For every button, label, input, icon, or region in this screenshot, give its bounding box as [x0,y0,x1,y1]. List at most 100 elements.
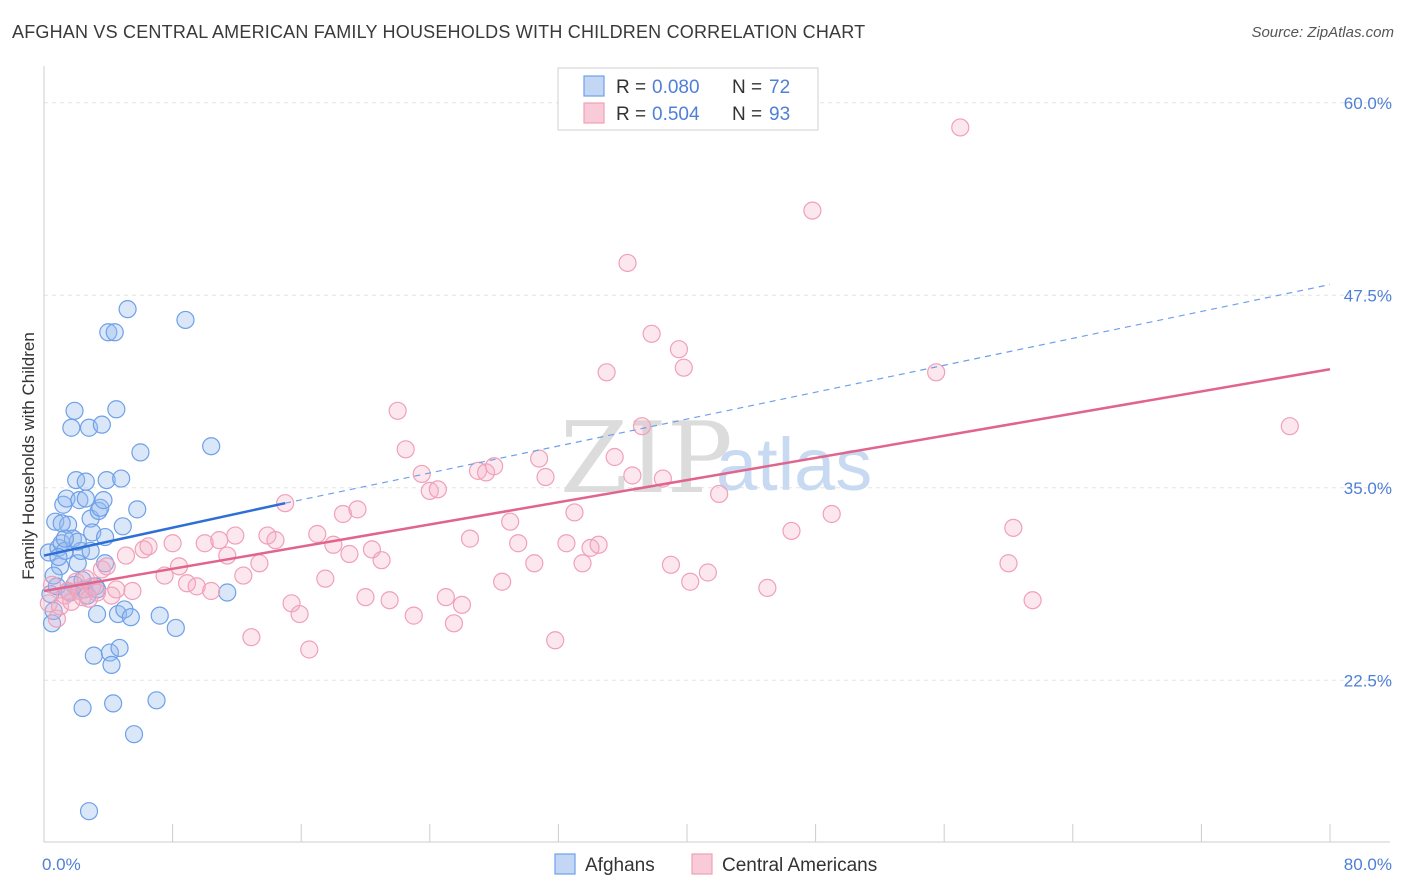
afghans-point-54 [79,802,99,821]
afghans-point-66 [55,529,74,548]
afghans-point-56 [150,606,169,625]
central-americans-point-63 [485,457,504,476]
central-americans-point-54 [412,464,431,484]
central-americans-point-91 [803,201,822,220]
afghans-point-68 [44,566,63,585]
afghans-point-31 [89,501,108,520]
central-americans-point-25 [177,574,197,593]
central-americans-point-84 [669,340,689,359]
central-americans-point-94 [951,118,970,137]
central-americans-point-79 [623,466,642,485]
central-americans-point-3 [50,597,70,616]
central-americans-point-83 [661,555,681,574]
central-americans-point-26 [187,577,206,596]
afghans-point-41 [105,323,124,342]
central-americans-point-28 [202,581,221,601]
central-americans-point-95 [999,554,1018,573]
central-americans-point-27 [195,534,214,553]
central-americans-point-64 [493,572,512,591]
central-americans-point-15 [97,557,116,576]
central-americans-point-71 [557,534,576,553]
central-americans-point-90 [782,521,801,541]
afghans-point-44 [110,638,129,658]
central-americans-point-53 [404,606,423,625]
legend-n-label-0: N = [732,77,762,98]
legend-r-value-1: 0.504 [652,104,700,125]
central-americans-point-52 [396,440,415,459]
y-tick-labels: 22.5% 35.0% 47.5% 60.0% [1344,94,1392,690]
central-americans-point-76 [597,363,616,382]
y-tick-label-0: 22.5% [1344,671,1392,690]
central-americans-point-72 [565,503,584,522]
x-tick-label-max: 80.0% [1344,855,1392,874]
central-americans-point-0 [39,594,58,613]
central-americans-point-69 [536,467,555,487]
central-americans-point-45 [340,544,359,564]
central-americans-point-18 [116,546,136,565]
x-tick-label-min: 0.0% [42,855,81,874]
afghans-point-48 [118,300,137,319]
legend-n-value-0: 72 [769,77,790,98]
central-americans-point-65 [501,512,520,531]
afghans-trend-extension [285,283,1331,504]
central-americans-point-66 [509,534,528,553]
afghans-point-40 [104,694,123,713]
central-americans-point-41 [308,524,327,544]
central-americans-point-87 [698,563,717,582]
central-americans-point-78 [618,253,637,273]
central-americans-point-46 [348,500,367,519]
afghans-point-30 [87,604,107,624]
chart-title: AFGHAN VS CENTRAL AMERICAN FAMILY HOUSEH… [12,22,866,42]
y-tick-label-2: 47.5% [1344,286,1392,305]
legend-n-value-1: 93 [769,104,790,125]
central-americans-point-21 [139,537,158,556]
central-americans-point-32 [234,566,253,585]
y-axis-label: Family Households with Children [19,332,38,580]
central-americans-point-39 [290,604,309,624]
central-americans-point-34 [250,554,269,573]
legend-n-label-1: N = [732,104,762,125]
central-americans-trend-line [43,367,1331,593]
legend-r-label-1: R = [616,104,646,125]
central-americans-point-80 [632,417,652,436]
afghans-point-53 [73,698,92,718]
bottom-legend-central-americans: Central Americans [722,855,877,876]
central-americans-point-86 [681,572,700,591]
afghans-point-70 [52,514,71,533]
afghans-point-36 [97,471,116,490]
central-americans-point-92 [822,504,841,524]
afghans-point-67 [76,489,95,508]
afghans-point-12 [59,515,78,534]
central-americans-point-42 [316,569,335,588]
afghans-point-34 [94,491,113,510]
series-central-americans [39,118,1299,659]
central-americans-point-23 [163,534,182,553]
afghans-point-52 [131,443,150,462]
afghans-point-39 [102,655,121,675]
grid-lines [44,102,1390,681]
central-americans-point-56 [428,480,447,499]
afghans-point-19 [70,491,89,510]
central-americans-point-60 [460,529,480,548]
central-americans-point-70 [546,631,565,650]
afghans-point-58 [176,310,195,330]
legend-r-label-0: R = [616,77,646,98]
central-americans-point-57 [436,588,455,607]
series-afghans [39,300,237,821]
central-americans-point-81 [642,324,661,343]
central-americans-point-88 [710,484,729,504]
afghans-point-55 [147,691,166,710]
trend-lines [43,283,1331,593]
central-americans-point-51 [388,401,407,420]
bottom-legend-afghans: Afghans [585,855,655,876]
central-americans-point-29 [210,531,229,550]
central-americans-point-17 [107,580,126,599]
legend-r-value-0: 0.080 [652,77,700,98]
central-americans-point-31 [226,526,245,545]
afghans-point-42 [107,400,126,419]
y-tick-label-3: 60.0% [1344,94,1392,113]
central-americans-point-59 [452,595,472,614]
central-americans-point-89 [758,578,777,598]
afghans-point-14 [62,418,81,437]
